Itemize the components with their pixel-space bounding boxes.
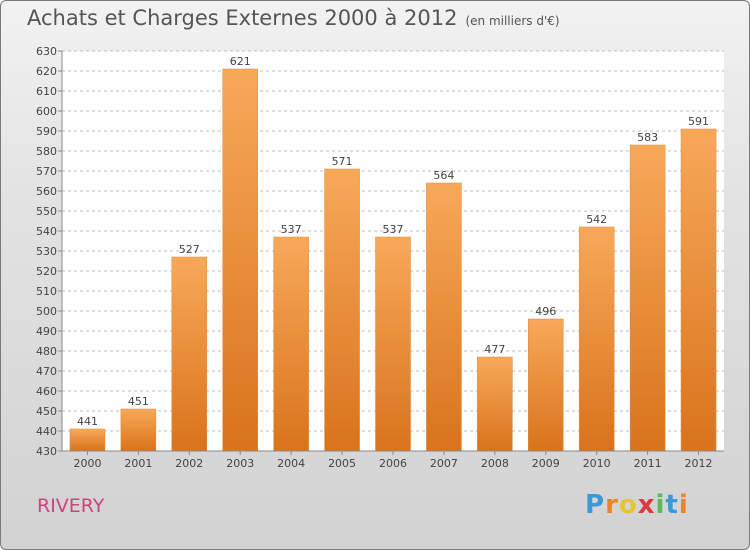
y-tick-label: 530 (36, 245, 57, 258)
y-tick-label: 620 (36, 65, 57, 78)
y-tick-label: 480 (36, 345, 57, 358)
bar (375, 236, 411, 452)
x-tick-label: 2007 (430, 457, 458, 470)
y-tick-label: 550 (36, 205, 57, 218)
value-label: 564 (433, 169, 454, 182)
y-tick-label: 450 (36, 405, 57, 418)
value-label: 451 (128, 395, 149, 408)
y-tick-label: 470 (36, 365, 57, 378)
x-tick-label: 2004 (277, 457, 305, 470)
bar (426, 182, 462, 452)
logo-letter: i (655, 490, 666, 520)
chart-title-text: Achats et Charges Externes 2000 à 2012 (27, 6, 458, 30)
value-label: 571 (332, 155, 353, 168)
value-label: 537 (383, 223, 404, 236)
logo-letter: i (678, 490, 689, 520)
value-label: 621 (230, 55, 251, 68)
y-tick-label: 600 (36, 105, 57, 118)
value-label: 496 (535, 305, 556, 318)
y-tick-label: 500 (36, 305, 57, 318)
y-tick-label: 630 (36, 45, 57, 58)
y-tick-label: 580 (36, 145, 57, 158)
x-tick-label: 2000 (73, 457, 101, 470)
bar (680, 128, 717, 452)
bar (528, 318, 564, 452)
bar (69, 428, 106, 452)
y-tick-label: 520 (36, 265, 57, 278)
x-tick-label: 2006 (379, 457, 407, 470)
y-tick-label: 430 (36, 445, 57, 458)
chart-unit: (en milliers d'€) (465, 14, 560, 28)
x-tick-label: 2003 (226, 457, 254, 470)
logo-letter: o (618, 490, 638, 520)
bar (629, 144, 666, 452)
value-label: 477 (484, 343, 505, 356)
bar (578, 226, 615, 452)
bar (273, 236, 309, 452)
logo-letter: t (665, 490, 679, 520)
value-label: 583 (637, 131, 658, 144)
y-tick-label: 490 (36, 325, 57, 338)
bar (222, 68, 258, 452)
y-tick-label: 510 (36, 285, 57, 298)
y-tick-label: 460 (36, 385, 57, 398)
y-tick-label: 440 (36, 425, 57, 438)
x-tick-label: 2011 (634, 457, 662, 470)
y-tick-label: 560 (36, 185, 57, 198)
y-tick-label: 610 (36, 85, 57, 98)
chart-title: Achats et Charges Externes 2000 à 2012 (e… (27, 6, 560, 30)
x-tick-label: 2012 (685, 457, 713, 470)
value-label: 441 (77, 415, 98, 428)
x-tick-label: 2010 (583, 457, 611, 470)
bar (477, 356, 513, 452)
value-label: 542 (586, 213, 607, 226)
bar (324, 168, 360, 452)
value-label: 591 (688, 115, 709, 128)
y-tick-label: 590 (36, 125, 57, 138)
value-label: 537 (281, 223, 302, 236)
y-tick-label: 570 (36, 165, 57, 178)
x-tick-label: 2002 (175, 457, 203, 470)
bar (120, 408, 157, 452)
logo-letter: P (585, 490, 606, 520)
x-tick-label: 2005 (328, 457, 356, 470)
value-label: 527 (179, 243, 200, 256)
commune-name: RIVERY (37, 495, 105, 517)
bar (171, 256, 208, 452)
x-tick-label: 2008 (481, 457, 509, 470)
x-tick-label: 2009 (532, 457, 560, 470)
logo-letter: x (637, 490, 656, 520)
proxiti-logo: Proxiti (585, 490, 689, 520)
y-tick-label: 540 (36, 225, 57, 238)
logo-letter: r (605, 490, 619, 520)
x-tick-label: 2001 (124, 457, 152, 470)
